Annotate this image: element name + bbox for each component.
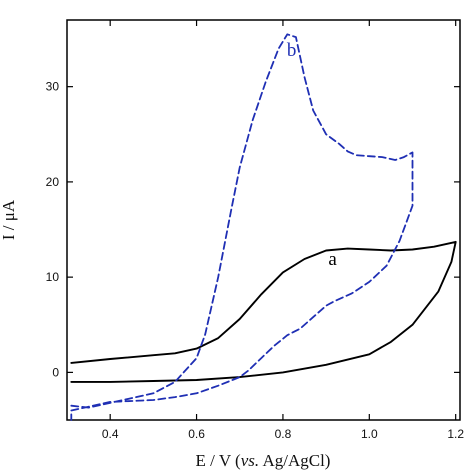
y-tick-label: 0 <box>52 365 59 379</box>
x-axis-title-prefix: E / V ( <box>196 451 242 470</box>
label-layer: ab <box>287 40 338 270</box>
x-tick-label: 0.8 <box>275 427 292 441</box>
series-line-b <box>70 33 414 421</box>
series-layer <box>70 33 457 421</box>
x-tick-label: 1.0 <box>361 427 378 441</box>
series-label-a: a <box>328 249 337 270</box>
y-axis-title: I / μA <box>0 199 18 240</box>
x-tick-label: 0.4 <box>102 427 119 441</box>
y-tick-label: 20 <box>46 175 60 189</box>
y-tick-label: 30 <box>46 80 60 94</box>
x-axis-title-suffix: Ag/AgCl) <box>259 451 330 470</box>
series-label-b: b <box>287 40 297 61</box>
x-tick-label: 1.2 <box>447 427 464 441</box>
x-tick-label: 0.6 <box>188 427 205 441</box>
axis-ticks: 0.4 0.6 0.8 1.0 1.2 0 10 20 30 <box>46 20 464 441</box>
x-axis-title: E / V (vs. Ag/AgCl) <box>196 451 331 470</box>
x-axis-title-italic: vs. <box>241 451 259 470</box>
y-tick-label: 10 <box>46 270 60 284</box>
plot-frame <box>66 19 461 421</box>
series-line-a <box>70 240 457 383</box>
